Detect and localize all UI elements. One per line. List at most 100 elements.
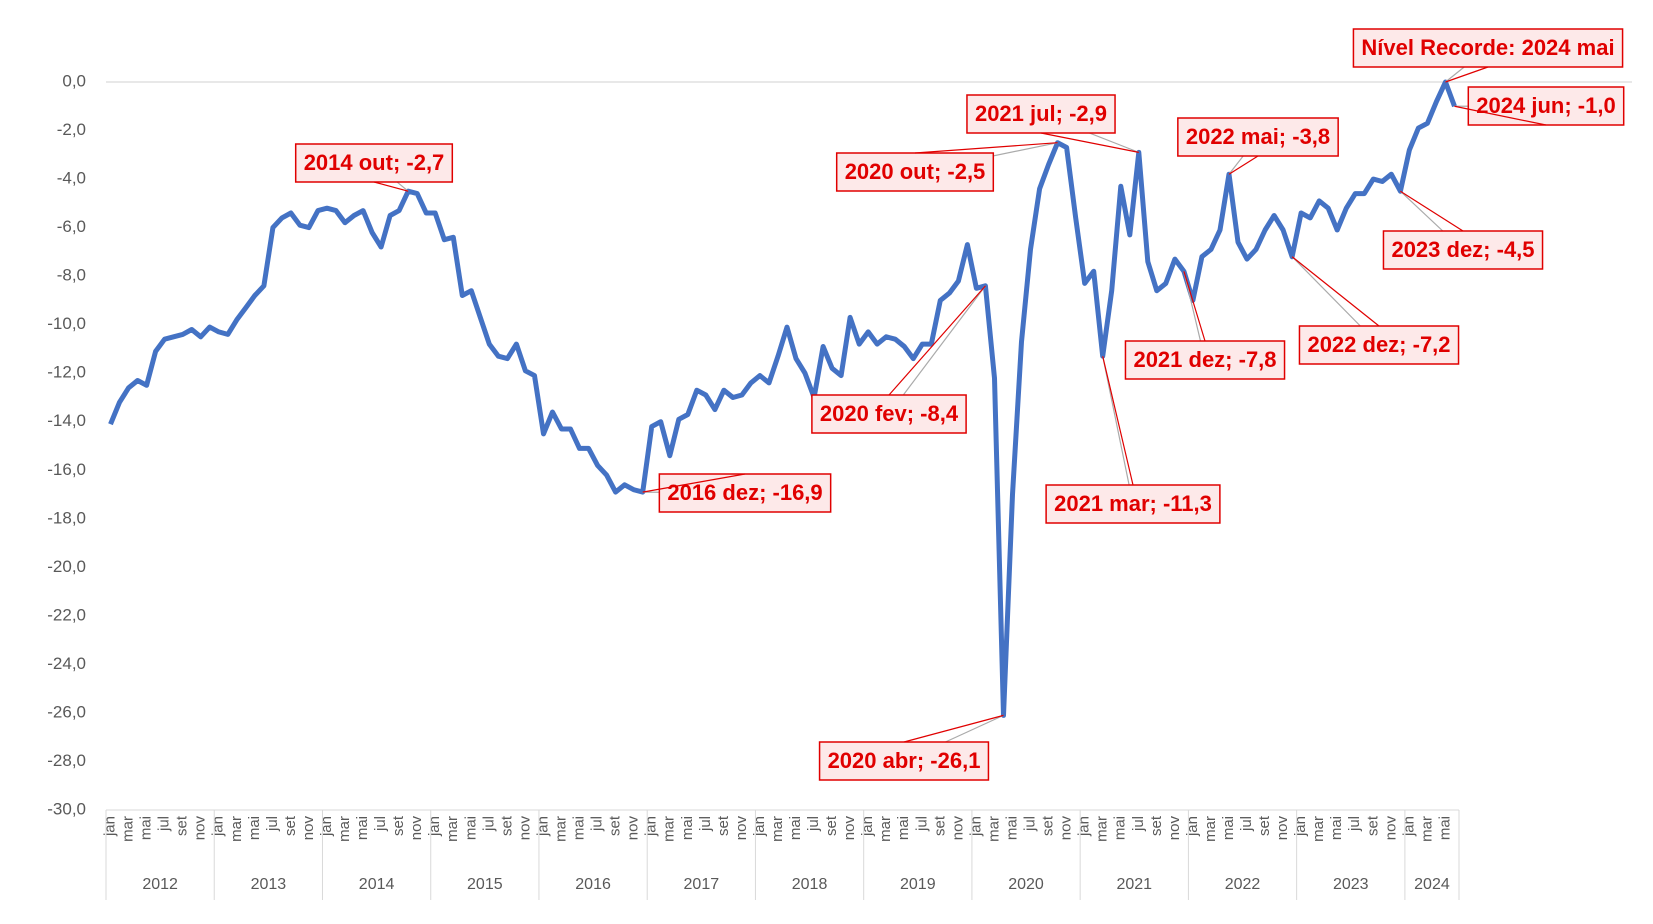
x-tick-label: nov	[733, 816, 750, 841]
x-tick-label: jan	[534, 816, 551, 837]
x-tick-label: nov	[949, 816, 966, 841]
annotation: Nível Recorde: 2024 mai	[1352, 28, 1624, 83]
x-tick-label: jul	[805, 816, 822, 832]
annotation: 2021 dez; -7,8	[1124, 271, 1286, 380]
year-label: 2019	[900, 876, 936, 893]
year-label: 2013	[251, 876, 287, 893]
annotation-label: 2020 abr; -26,1	[828, 748, 981, 773]
x-tick-label: set	[607, 815, 624, 836]
annotation-pointer	[1454, 105, 1547, 126]
y-tick-label: -20,0	[47, 557, 86, 576]
annotation-box	[835, 152, 995, 192]
x-tick-label: mar	[1310, 816, 1327, 842]
year-label: 2024	[1414, 876, 1450, 893]
x-tick-label: jan	[1400, 816, 1417, 837]
year-label: 2017	[684, 876, 720, 893]
x-tick-label: set	[1148, 815, 1165, 836]
annotation: 2022 mai; -3,8	[1177, 117, 1339, 175]
x-tick-label: jul	[589, 816, 606, 832]
annotation: 2020 out; -2,5	[835, 142, 1058, 192]
annotation-pointer	[1228, 155, 1259, 175]
annotation-label: Nível Recorde: 2024 mai	[1361, 35, 1614, 60]
x-tick-label: jul	[1022, 816, 1039, 832]
year-label: 2012	[142, 876, 178, 893]
x-tick-label: jan	[426, 816, 443, 837]
x-tick-label: set	[931, 815, 948, 836]
x-tick-label: set	[1364, 815, 1381, 836]
x-tick-label: jul	[156, 816, 173, 832]
annotation: 2021 jul; -2,9	[966, 94, 1140, 153]
annotation-pointer	[1040, 132, 1139, 153]
x-tick-label: nov	[1274, 816, 1291, 841]
x-tick-label: nov	[1058, 816, 1075, 841]
annotation-label: 2024 jun; -1,0	[1476, 93, 1615, 118]
x-tick-label: mar	[985, 816, 1002, 842]
x-tick-label: nov	[1166, 816, 1183, 841]
x-tick-label: mar	[1202, 816, 1219, 842]
annotation-box	[1298, 325, 1460, 365]
x-tick-label: jan	[1184, 816, 1201, 837]
x-tick-label: set	[282, 815, 299, 836]
y-tick-label: 0,0	[62, 71, 86, 90]
annotation-label: 2014 out; -2,7	[304, 150, 445, 175]
y-tick-label: -26,0	[47, 702, 86, 721]
x-tick-label: jan	[751, 816, 768, 837]
y-tick-label: -22,0	[47, 605, 86, 624]
x-tick-label: mar	[661, 816, 678, 842]
x-tick-label: mai	[1328, 816, 1345, 840]
y-tick-label: -6,0	[57, 217, 86, 236]
x-tick-label: nov	[625, 816, 642, 841]
annotation: 2022 dez; -7,2	[1291, 256, 1460, 365]
x-tick-label: jul	[480, 816, 497, 832]
x-tick-label: set	[1040, 815, 1057, 836]
x-tick-label: jan	[859, 816, 876, 837]
year-label: 2022	[1225, 876, 1261, 893]
x-tick-label: mai	[787, 816, 804, 840]
annotation-box	[1124, 340, 1286, 380]
annotation-label: 2020 fev; -8,4	[820, 401, 959, 426]
x-tick-label: jan	[1076, 816, 1093, 837]
annotation-box	[658, 473, 832, 513]
x-tick-label: jul	[1130, 816, 1147, 832]
x-tick-label: mai	[1112, 816, 1129, 840]
x-tick-label: mar	[552, 816, 569, 842]
x-tick-label: mar	[228, 816, 245, 842]
annotation-box	[1382, 230, 1544, 270]
annotation-pointer	[888, 285, 986, 396]
x-tick-label: mai	[679, 816, 696, 840]
x-tick-label: nov	[841, 816, 858, 841]
x-tick-label: mar	[336, 816, 353, 842]
x-tick-label: mai	[895, 816, 912, 840]
data-line	[108, 79, 1457, 718]
annotation-label: 2023 dez; -4,5	[1391, 237, 1534, 262]
x-tick-label: set	[715, 815, 732, 836]
x-tick-label: nov	[516, 816, 533, 841]
annotation-label: 2021 mar; -11,3	[1054, 491, 1212, 516]
annotation-box	[966, 94, 1116, 134]
x-tick-label: mai	[354, 816, 371, 840]
annotation-pointer	[1291, 256, 1380, 327]
annotation-label: 2021 dez; -7,8	[1133, 347, 1276, 372]
year-label: 2021	[1116, 876, 1152, 893]
x-tick-label: mai	[571, 816, 588, 840]
y-tick-label: -10,0	[47, 314, 86, 333]
annotation: 2021 mar; -11,3	[1045, 356, 1221, 524]
x-tick-label: mar	[1418, 816, 1435, 842]
x-tick-label: mar	[1094, 816, 1111, 842]
annotation-box	[1467, 86, 1625, 126]
annotation-box	[1177, 117, 1339, 157]
x-tick-label: jul	[697, 816, 714, 832]
x-tick-label: jan	[967, 816, 984, 837]
x-tick-label: set	[1256, 815, 1273, 836]
y-tick-label: -24,0	[47, 654, 86, 673]
x-tick-label: mar	[769, 816, 786, 842]
x-tick-label: nov	[1382, 816, 1399, 841]
x-tick-label: jan	[643, 816, 660, 837]
x-tick-label: mai	[1436, 816, 1453, 840]
annotation-box	[1045, 484, 1221, 524]
x-tick-label: mar	[444, 816, 461, 842]
annotation-pointer	[1102, 356, 1134, 486]
x-tick-label: jul	[913, 816, 930, 832]
annotation: 2014 out; -2,7	[294, 143, 454, 192]
x-tick-label: jan	[101, 816, 118, 837]
